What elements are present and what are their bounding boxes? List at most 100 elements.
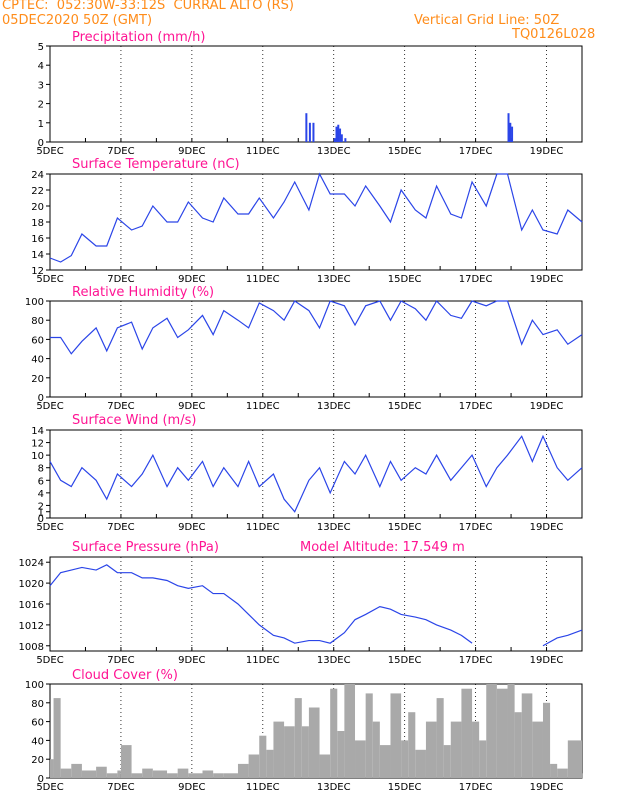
y-tick-label: 20 bbox=[31, 374, 44, 385]
station-title: CPTEC: 052:30W-33:12S CURRAL ALTO (RS) bbox=[2, 0, 295, 13]
x-tick-label: 11DEC bbox=[246, 782, 280, 793]
y-tick-label: 20 bbox=[31, 755, 44, 766]
cloud-cover-bar bbox=[117, 770, 121, 778]
plot-frame-precipitation bbox=[49, 45, 583, 143]
cloud-cover-bar bbox=[248, 754, 260, 778]
cloud-cover-bar bbox=[284, 726, 295, 778]
pressure-series-line bbox=[542, 629, 583, 647]
x-tick-label: 19DEC bbox=[530, 522, 564, 533]
precip-bar bbox=[344, 138, 347, 142]
cloud-cover-bar bbox=[472, 721, 480, 778]
precip-bar bbox=[340, 134, 343, 142]
plot-frame-pressure bbox=[49, 556, 583, 652]
cloud-cover-bar bbox=[450, 721, 462, 778]
y-tick-label: 1016 bbox=[19, 600, 44, 611]
cloud-cover-bar bbox=[202, 770, 214, 778]
cloud-cover-bar bbox=[167, 773, 178, 778]
x-tick-label: 5DEC bbox=[36, 401, 63, 412]
cloud-cover-bar bbox=[71, 763, 82, 778]
cloud-cover-bar bbox=[365, 693, 373, 778]
x-tick-label: 13DEC bbox=[317, 522, 351, 533]
cloud-cover-bar bbox=[344, 684, 356, 778]
panel-title: Relative Humidity (%) bbox=[72, 285, 214, 300]
y-tick-label: 3 bbox=[38, 80, 44, 91]
precip-bar bbox=[312, 122, 315, 142]
plot-frame-temperature bbox=[49, 173, 583, 271]
x-tick-label: 15DEC bbox=[388, 146, 422, 157]
y-tick-label: 20 bbox=[31, 202, 44, 213]
x-tick-label: 11DEC bbox=[246, 146, 280, 157]
panel-title: Surface Pressure (hPa) bbox=[72, 540, 219, 555]
x-tick-label: 5DEC bbox=[36, 522, 63, 533]
y-tick-label: 6 bbox=[38, 476, 44, 487]
cloud-cover-bar bbox=[443, 745, 451, 778]
y-tick-label: 2 bbox=[38, 100, 44, 111]
x-tick-label: 13DEC bbox=[317, 401, 351, 412]
cloud-cover-bar bbox=[582, 773, 583, 778]
x-tick-label: 17DEC bbox=[459, 655, 493, 666]
cloud-cover-bar bbox=[152, 770, 168, 778]
x-tick-label: 9DEC bbox=[178, 782, 205, 793]
x-tick-label: 5DEC bbox=[36, 782, 63, 793]
y-tick-label: 24 bbox=[31, 170, 44, 181]
y-tick-label: 1020 bbox=[19, 579, 44, 590]
y-tick-label: 4 bbox=[38, 61, 44, 72]
cloud-cover-bar bbox=[461, 688, 473, 778]
cloud-cover-bar bbox=[486, 684, 497, 778]
x-tick-label: 19DEC bbox=[530, 655, 564, 666]
y-tick-label: 60 bbox=[31, 335, 44, 346]
cloud-cover-bar bbox=[50, 759, 54, 778]
cloud-cover-bar bbox=[557, 768, 568, 778]
cloud-cover-bar bbox=[273, 721, 285, 778]
x-tick-label: 17DEC bbox=[459, 146, 493, 157]
y-tick-label: 2 bbox=[38, 501, 44, 512]
y-tick-label: 5 bbox=[38, 42, 44, 53]
grid-line-label: Vertical Grid Line: 50Z bbox=[414, 13, 560, 28]
cloud-cover-bar bbox=[496, 688, 508, 778]
panel-title: Surface Temperature (nC) bbox=[72, 157, 240, 172]
x-tick-label: 17DEC bbox=[459, 274, 493, 285]
y-tick-label: 4 bbox=[38, 489, 44, 500]
cloud-cover-bar bbox=[379, 745, 391, 778]
y-tick-label: 14 bbox=[31, 250, 44, 261]
cloud-cover-bar bbox=[223, 773, 238, 778]
x-tick-label: 9DEC bbox=[178, 146, 205, 157]
cloud-cover-bar bbox=[319, 754, 331, 778]
pressure-series-line bbox=[49, 564, 473, 644]
y-tick-label: 18 bbox=[31, 218, 44, 229]
humidity-series-line bbox=[50, 300, 583, 355]
panel-title: Cloud Cover (%) bbox=[72, 668, 178, 683]
precip-bar bbox=[333, 138, 336, 142]
cloud-cover-bar bbox=[177, 768, 189, 778]
x-tick-label: 9DEC bbox=[178, 655, 205, 666]
precip-bar bbox=[507, 113, 510, 142]
x-tick-label: 5DEC bbox=[36, 146, 63, 157]
y-tick-label: 80 bbox=[31, 699, 44, 710]
model-altitude-label: Model Altitude: 17.549 m bbox=[300, 540, 465, 555]
x-tick-label: 11DEC bbox=[246, 401, 280, 412]
x-tick-label: 7DEC bbox=[107, 782, 134, 793]
precip-bar bbox=[509, 122, 512, 142]
cloud-cover-bar bbox=[337, 731, 345, 778]
cloud-cover-bar bbox=[53, 698, 61, 778]
y-tick-label: 22 bbox=[31, 186, 44, 197]
x-tick-label: 7DEC bbox=[107, 401, 134, 412]
x-tick-label: 17DEC bbox=[459, 782, 493, 793]
y-tick-label: 8 bbox=[38, 464, 44, 475]
x-tick-label: 9DEC bbox=[178, 522, 205, 533]
precip-bar bbox=[339, 128, 342, 142]
panel-title: Precipitation (mm/h) bbox=[72, 30, 205, 45]
y-tick-label: 1012 bbox=[19, 621, 44, 632]
x-tick-label: 19DEC bbox=[530, 274, 564, 285]
x-tick-label: 13DEC bbox=[317, 782, 351, 793]
temperature-series-line bbox=[49, 172, 583, 263]
cloud-cover-bar bbox=[96, 766, 107, 778]
cloud-cover-bar bbox=[415, 749, 426, 778]
cloud-cover-bar bbox=[120, 745, 132, 778]
x-tick-label: 11DEC bbox=[246, 655, 280, 666]
x-tick-label: 9DEC bbox=[178, 274, 205, 285]
cloud-cover-bar bbox=[532, 721, 543, 778]
cloud-cover-bar bbox=[425, 721, 437, 778]
y-tick-label: 60 bbox=[31, 718, 44, 729]
